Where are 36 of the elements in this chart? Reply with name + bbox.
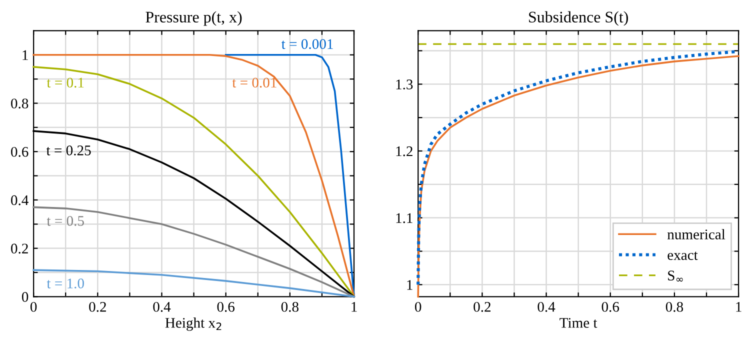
y-tick-label: 0.4 xyxy=(11,195,28,206)
x-tick-label: 0.6 xyxy=(602,302,620,312)
annotation: t = 0.25 xyxy=(46,146,91,156)
chart-title: Subsidence S(t) xyxy=(529,11,628,26)
line-series xyxy=(224,54,355,298)
y-tick-label: 0 xyxy=(22,292,28,302)
y-tick-label: 1.3 xyxy=(396,80,413,90)
y-tick-label: 0.2 xyxy=(11,244,28,254)
annotation: t = 0.1 xyxy=(46,78,84,88)
annotation: t = 0.5 xyxy=(46,216,84,226)
legend-label: S$_{∞}$ xyxy=(668,270,683,282)
x-tick-label: 1 xyxy=(352,302,357,312)
y-tick-label: 1 xyxy=(22,50,28,60)
x-tick-label: 0.8 xyxy=(281,302,298,312)
legend-label: numerical xyxy=(667,229,726,240)
y-tick-label: 0.6 xyxy=(11,146,28,157)
x-tick-label: 0 xyxy=(30,302,37,312)
x-axis-title: Height x$_{2}$ xyxy=(165,318,222,331)
x-tick-label: 0.8 xyxy=(666,302,684,312)
y-tick-label: 1 xyxy=(407,280,412,290)
legend-label: exact xyxy=(668,252,698,260)
y-tick-label: 1.2 xyxy=(396,146,412,156)
annotation: t = 0.01 xyxy=(232,78,276,88)
x-tick-label: 0.6 xyxy=(217,302,235,312)
annotation: t = 0.001 xyxy=(282,39,333,50)
x-axis-title: Time t xyxy=(560,318,598,328)
chart-title: Pressure p(t, x) xyxy=(146,11,242,26)
x-tick-label: 0.4 xyxy=(153,302,171,312)
x-tick-label: 0.4 xyxy=(538,302,556,312)
x-tick-label: 0 xyxy=(415,302,422,312)
x-tick-label: 1 xyxy=(736,302,742,312)
y-tick-label: 1.1 xyxy=(396,213,412,224)
annotation: t = 1.0 xyxy=(46,278,84,288)
x-tick-label: 0.2 xyxy=(89,302,106,312)
x-tick-label: 0.2 xyxy=(474,302,490,312)
y-tick-label: 0.8 xyxy=(11,98,28,108)
